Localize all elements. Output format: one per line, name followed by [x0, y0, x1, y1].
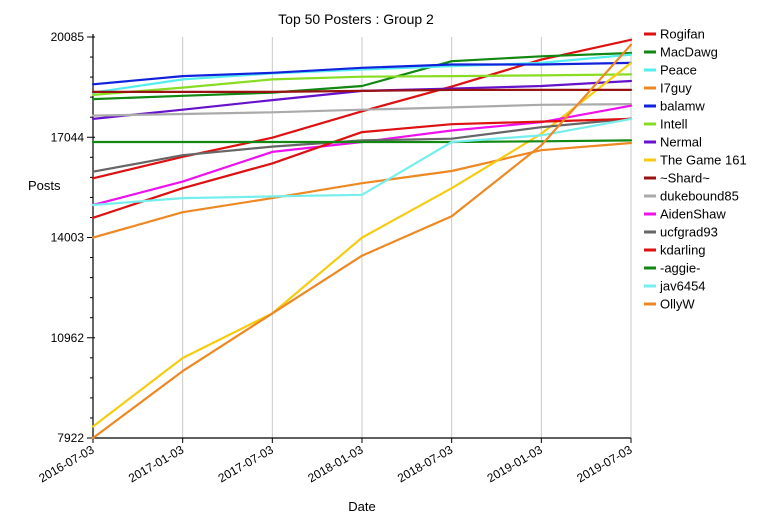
- series-line: [91, 139, 633, 144]
- series-line: [91, 61, 633, 86]
- legend-label: MacDawg: [660, 45, 718, 60]
- legend-label: OllyW: [660, 297, 695, 312]
- series-line: [91, 117, 633, 173]
- legend-label: ~Shard~: [660, 171, 710, 186]
- y-tick-label: 17044: [51, 130, 85, 144]
- y-tick-label: 20085: [51, 30, 85, 44]
- y-tick-label: 10962: [51, 331, 85, 345]
- legend-label: balamw: [660, 99, 705, 114]
- x-tick-label: 2019-07-03: [574, 442, 634, 485]
- x-tick-label: 2019-01-03: [485, 442, 545, 485]
- legend-label: The Game 161: [660, 153, 747, 168]
- legend: Rogifan MacDawg Peace I7guy balamw Intell Nerm…: [644, 27, 747, 312]
- y-tick-label: 14003: [51, 231, 85, 245]
- chart-title: Top 50 Posters : Group 2: [278, 11, 434, 27]
- x-tick-label: 2017-07-03: [216, 442, 276, 485]
- y-axis-label: Posts: [28, 178, 61, 193]
- legend-label: dukebound85: [660, 189, 739, 204]
- series-line: [91, 51, 633, 101]
- gridlines: [182, 37, 632, 438]
- series-line: [91, 73, 633, 97]
- series-line: [91, 88, 633, 94]
- series-line: [91, 117, 633, 207]
- series-line: [91, 43, 633, 440]
- legend-label: Intell: [660, 117, 688, 132]
- series-line: [91, 38, 633, 180]
- y-tick-label: 7922: [57, 431, 84, 445]
- legend-label: AidenShaw: [660, 207, 726, 222]
- x-axis-label: Date: [348, 499, 375, 514]
- series-line: [91, 102, 633, 117]
- series-line: [91, 61, 633, 428]
- legend-label: -aggie-: [660, 261, 700, 276]
- x-tick-label: 2016-07-03: [36, 442, 96, 485]
- x-tick-label: 2018-07-03: [395, 442, 455, 485]
- legend-label: jav6454: [659, 279, 706, 294]
- legend-label: kdarling: [660, 243, 706, 258]
- legend-label: I7guy: [660, 81, 692, 96]
- legend-label: ucfgrad93: [660, 225, 718, 240]
- x-tick-label: 2017-01-03: [126, 442, 186, 485]
- legend-label: Nermal: [660, 135, 702, 150]
- series-line: [91, 117, 633, 219]
- series-line: [91, 53, 633, 94]
- legend-label: Rogifan: [660, 27, 705, 42]
- x-tick-label: 2018-01-03: [305, 442, 365, 485]
- series-lines: [91, 38, 633, 440]
- legend-label: Peace: [660, 63, 697, 78]
- series-line: [91, 141, 633, 239]
